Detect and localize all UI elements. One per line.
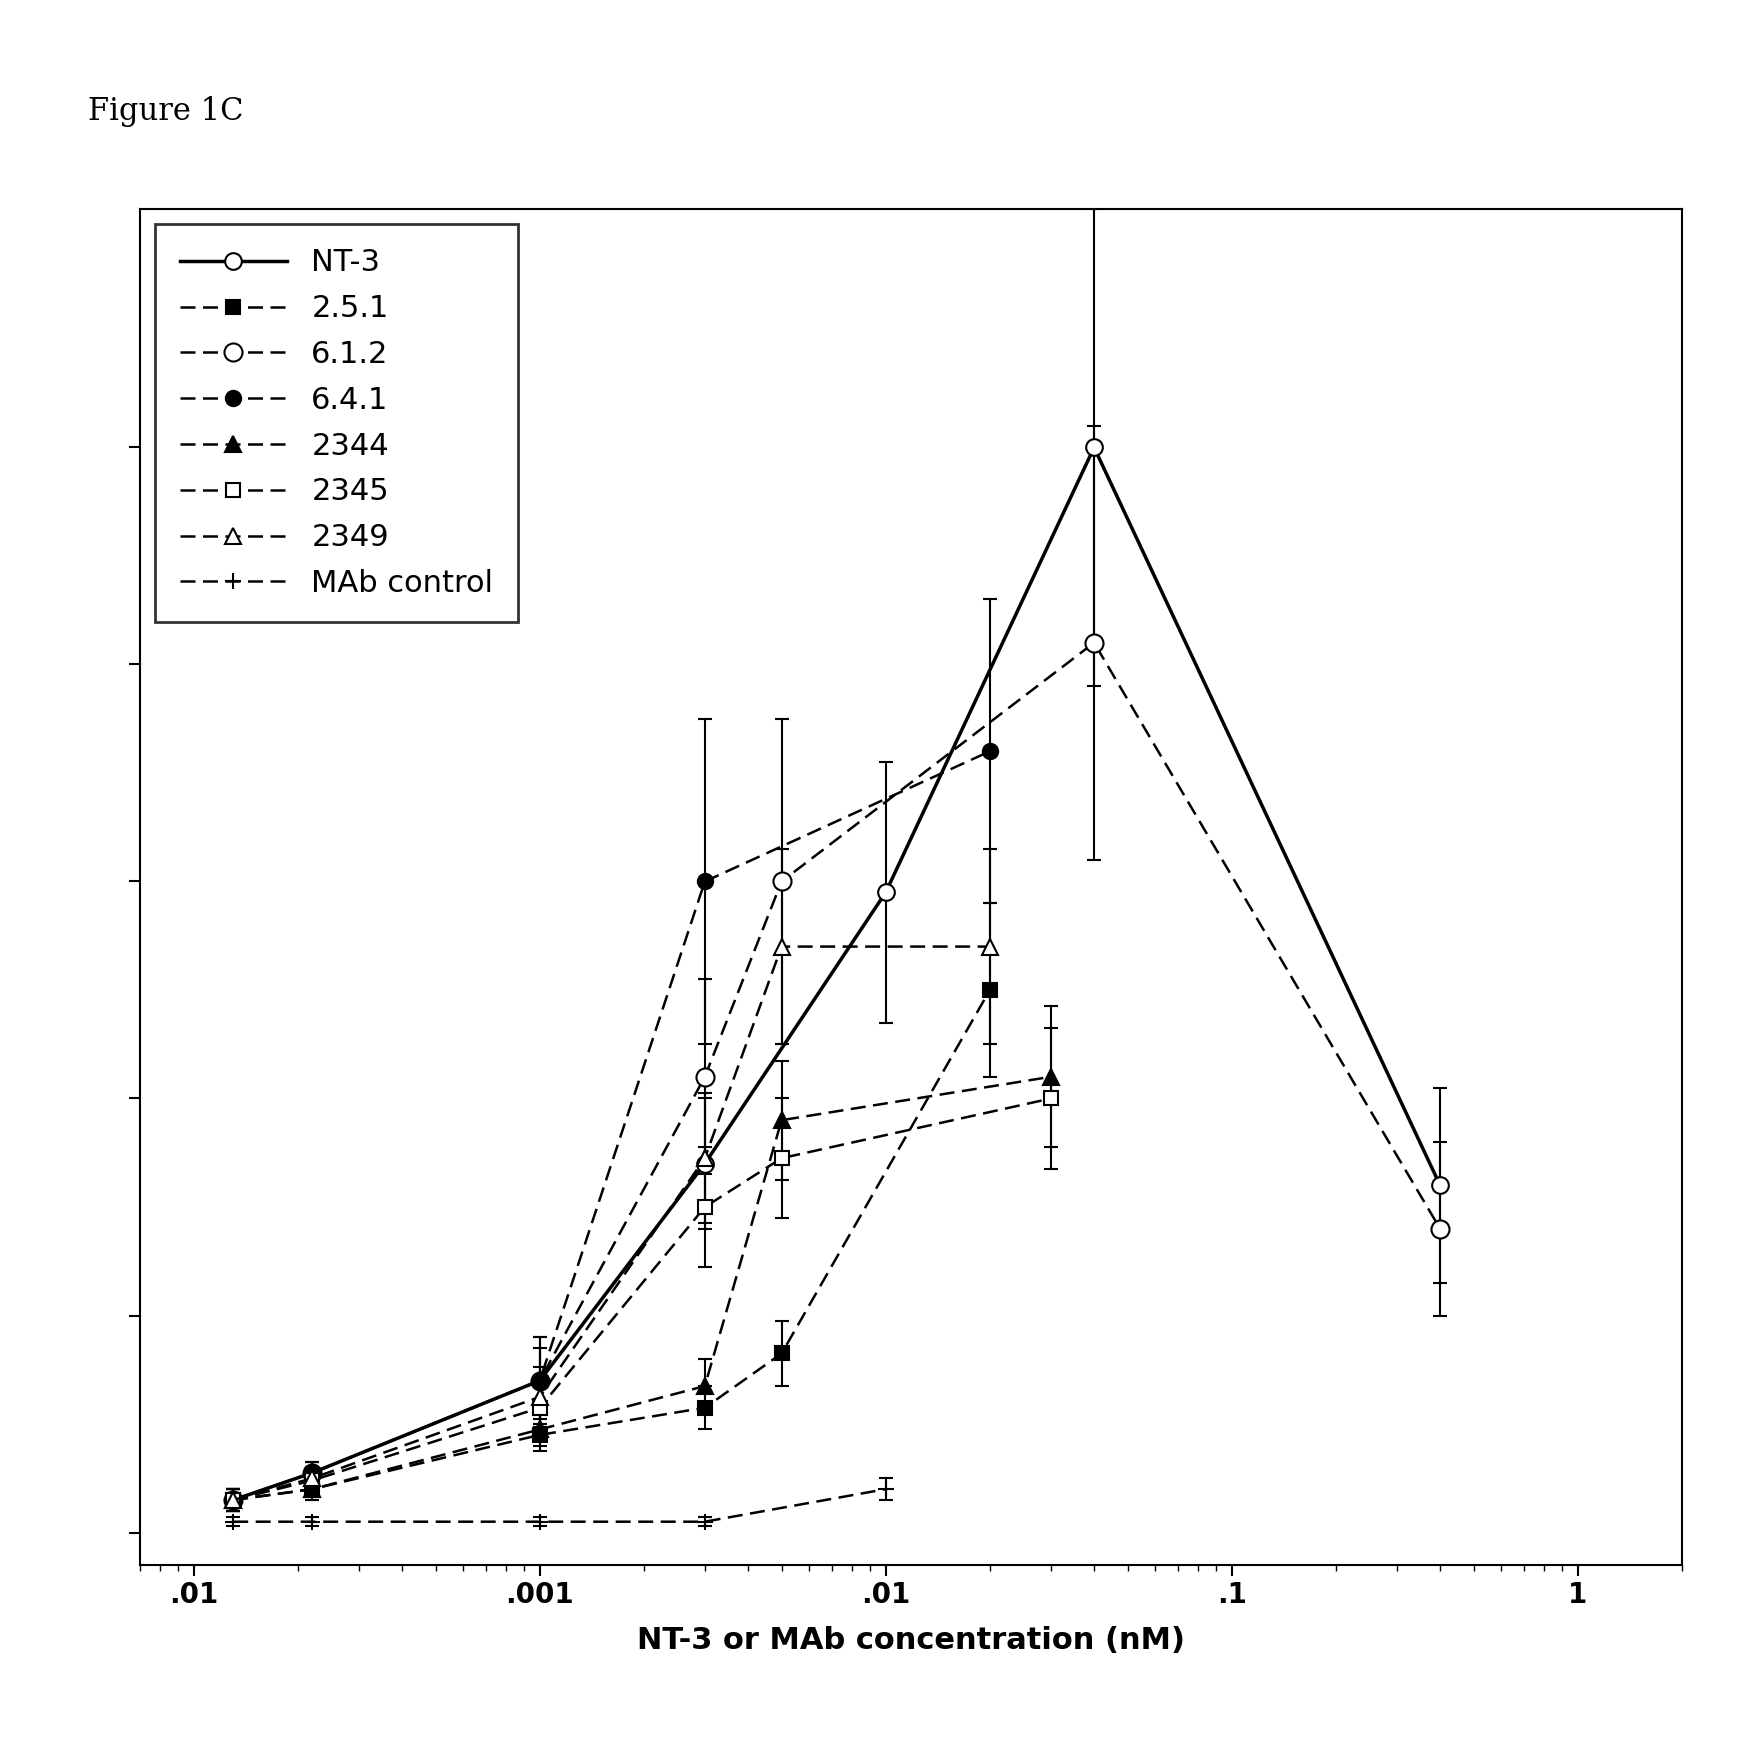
Text: Figure 1C: Figure 1C <box>88 96 244 127</box>
X-axis label: NT-3 or MAb concentration (nM): NT-3 or MAb concentration (nM) <box>638 1626 1184 1656</box>
Legend: NT-3, 2.5.1, 6.1.2, 6.4.1, 2344, 2345, 2349, MAb control: NT-3, 2.5.1, 6.1.2, 6.4.1, 2344, 2345, 2… <box>156 224 517 623</box>
